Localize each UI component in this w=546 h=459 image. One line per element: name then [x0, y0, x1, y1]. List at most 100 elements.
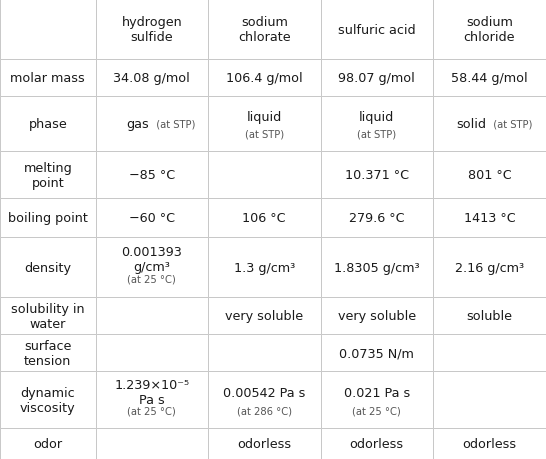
Bar — [0, 0, 96, 60]
Text: 1.239×10⁻⁵
Pa s: 1.239×10⁻⁵ Pa s — [114, 378, 189, 406]
Bar — [208, 0, 321, 60]
Text: (at 286 °C): (at 286 °C) — [237, 405, 292, 415]
Bar — [208, 152, 321, 199]
Bar — [208, 371, 321, 428]
Text: −60 °C: −60 °C — [129, 212, 175, 225]
Bar — [208, 238, 321, 298]
Bar — [96, 238, 208, 298]
Bar — [433, 97, 546, 152]
Text: 106.4 g/mol: 106.4 g/mol — [226, 72, 302, 85]
Text: (at STP): (at STP) — [357, 129, 396, 140]
Text: phase: phase — [28, 118, 67, 131]
Text: liquid: liquid — [247, 111, 282, 124]
Bar — [0, 335, 96, 371]
Bar — [0, 371, 96, 428]
Bar — [321, 199, 433, 238]
Text: sulfuric acid: sulfuric acid — [338, 23, 416, 37]
Text: (at 25 °C): (at 25 °C) — [127, 405, 176, 415]
Text: surface
tension: surface tension — [24, 339, 72, 367]
Text: boiling point: boiling point — [8, 212, 88, 225]
Bar — [321, 298, 433, 335]
Bar — [96, 97, 208, 152]
Text: dynamic
viscosity: dynamic viscosity — [20, 386, 75, 414]
Text: (at 25 °C): (at 25 °C) — [352, 405, 401, 415]
Text: sodium
chlorate: sodium chlorate — [238, 16, 290, 44]
Text: −85 °C: −85 °C — [129, 169, 175, 182]
Text: 10.371 °C: 10.371 °C — [345, 169, 409, 182]
Text: 0.021 Pa s: 0.021 Pa s — [343, 386, 410, 399]
Text: (at 25 °C): (at 25 °C) — [127, 274, 176, 284]
Bar — [433, 428, 546, 459]
Bar — [208, 97, 321, 152]
Text: solid: solid — [457, 118, 487, 131]
Text: very soluble: very soluble — [337, 310, 416, 323]
Bar — [96, 298, 208, 335]
Bar — [96, 152, 208, 199]
Bar — [96, 60, 208, 97]
Bar — [321, 0, 433, 60]
Bar — [433, 298, 546, 335]
Text: melting
point: melting point — [23, 162, 72, 190]
Bar — [208, 298, 321, 335]
Bar — [321, 97, 433, 152]
Bar — [96, 199, 208, 238]
Text: 1.3 g/cm³: 1.3 g/cm³ — [234, 261, 295, 274]
Text: (at STP): (at STP) — [245, 129, 284, 140]
Bar — [208, 60, 321, 97]
Text: liquid: liquid — [359, 111, 394, 124]
Text: 1413 °C: 1413 °C — [464, 212, 515, 225]
Text: soluble: soluble — [466, 310, 513, 323]
Bar — [208, 335, 321, 371]
Text: 0.00542 Pa s: 0.00542 Pa s — [223, 386, 305, 399]
Text: 1.8305 g/cm³: 1.8305 g/cm³ — [334, 261, 419, 274]
Bar — [96, 428, 208, 459]
Text: (at STP): (at STP) — [487, 119, 533, 129]
Bar — [0, 60, 96, 97]
Bar — [433, 238, 546, 298]
Text: gas: gas — [126, 118, 149, 131]
Text: 801 °C: 801 °C — [467, 169, 512, 182]
Bar — [0, 298, 96, 335]
Bar — [321, 238, 433, 298]
Text: 98.07 g/mol: 98.07 g/mol — [339, 72, 415, 85]
Bar — [96, 0, 208, 60]
Bar — [433, 0, 546, 60]
Bar — [321, 60, 433, 97]
Text: density: density — [24, 261, 72, 274]
Bar — [208, 199, 321, 238]
Text: 106 °C: 106 °C — [242, 212, 286, 225]
Text: very soluble: very soluble — [225, 310, 304, 323]
Text: odorless: odorless — [462, 437, 517, 450]
Text: 34.08 g/mol: 34.08 g/mol — [114, 72, 190, 85]
Text: odorless: odorless — [237, 437, 292, 450]
Bar — [433, 152, 546, 199]
Text: sodium
chloride: sodium chloride — [464, 16, 515, 44]
Bar — [96, 335, 208, 371]
Bar — [433, 371, 546, 428]
Bar — [321, 335, 433, 371]
Text: solubility in
water: solubility in water — [11, 302, 85, 330]
Text: 279.6 °C: 279.6 °C — [349, 212, 405, 225]
Text: odor: odor — [33, 437, 62, 450]
Bar — [433, 199, 546, 238]
Bar — [321, 371, 433, 428]
Bar — [96, 371, 208, 428]
Text: 2.16 g/cm³: 2.16 g/cm³ — [455, 261, 524, 274]
Bar — [0, 97, 96, 152]
Text: hydrogen
sulfide: hydrogen sulfide — [121, 16, 182, 44]
Bar — [433, 60, 546, 97]
Text: odorless: odorless — [349, 437, 404, 450]
Bar — [0, 152, 96, 199]
Bar — [0, 199, 96, 238]
Text: 0.0735 N/m: 0.0735 N/m — [339, 347, 414, 359]
Bar — [321, 152, 433, 199]
Text: (at STP): (at STP) — [150, 119, 195, 129]
Bar — [0, 238, 96, 298]
Bar — [0, 428, 96, 459]
Bar — [208, 428, 321, 459]
Text: 0.001393
g/cm³: 0.001393 g/cm³ — [121, 246, 182, 274]
Text: molar mass: molar mass — [10, 72, 85, 85]
Bar — [321, 428, 433, 459]
Bar — [433, 335, 546, 371]
Text: 58.44 g/mol: 58.44 g/mol — [451, 72, 528, 85]
